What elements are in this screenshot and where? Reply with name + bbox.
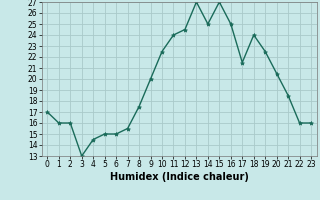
X-axis label: Humidex (Indice chaleur): Humidex (Indice chaleur) <box>110 172 249 182</box>
